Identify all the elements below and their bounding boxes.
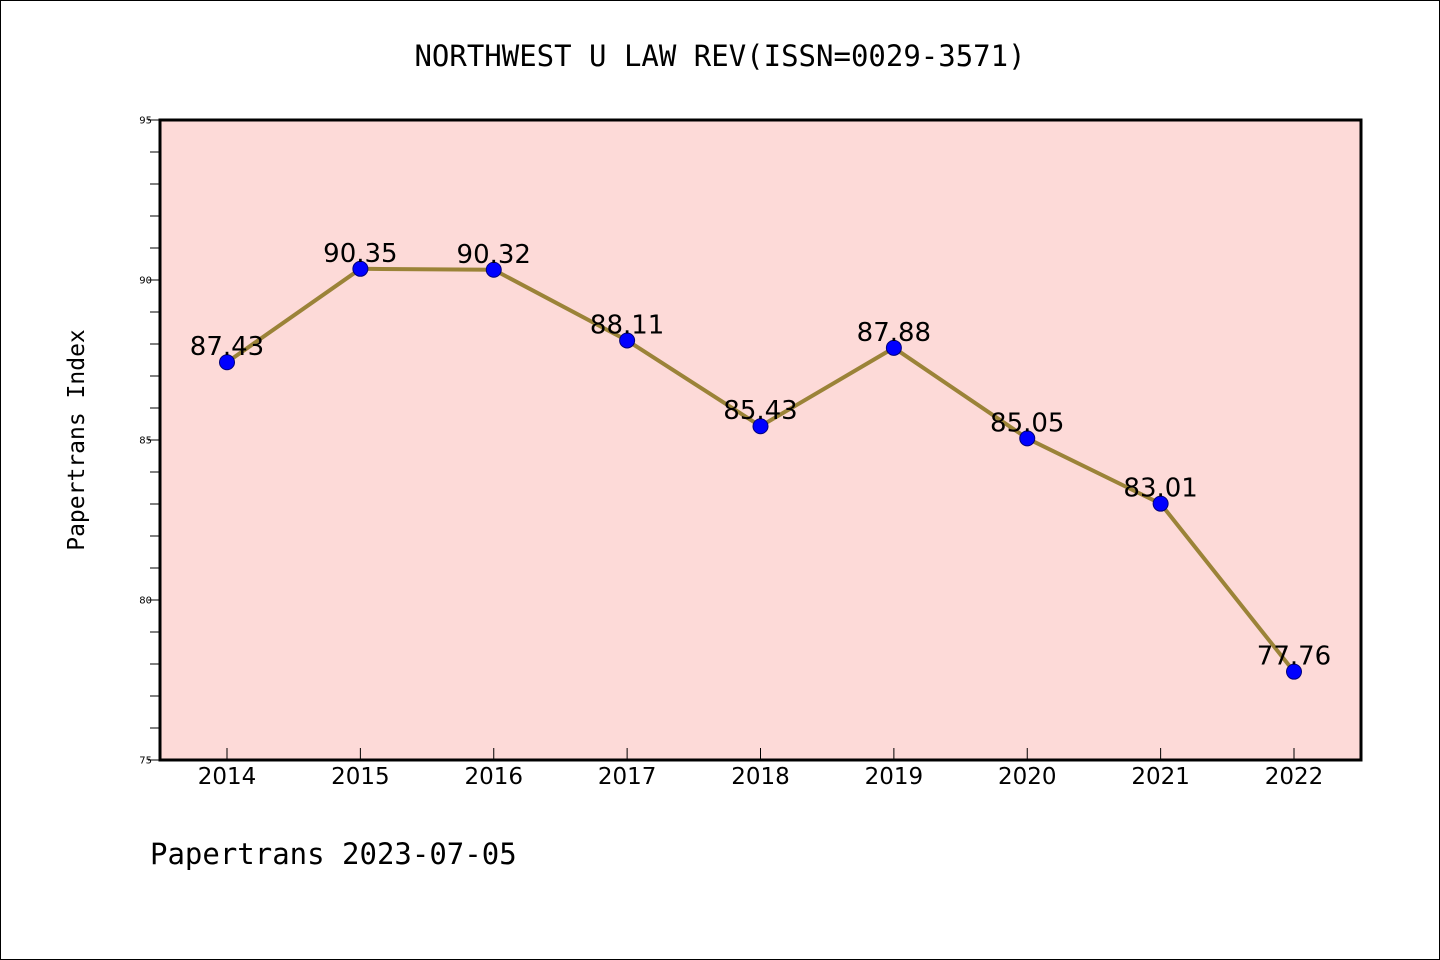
x-tick-label: 2014	[198, 764, 257, 790]
plot-area	[160, 120, 1361, 760]
data-point	[1152, 495, 1169, 512]
x-tick-label: 2016	[464, 764, 523, 790]
x-tick-label: 2022	[1265, 764, 1324, 790]
y-tick-label: 80	[139, 596, 152, 607]
data-point	[485, 261, 502, 278]
x-tick-label: 2018	[731, 764, 790, 790]
data-label: 90.32	[457, 240, 531, 270]
data-point	[1019, 430, 1036, 447]
x-tick-label: 2019	[865, 764, 924, 790]
data-point	[352, 260, 369, 277]
data-label: 85.43	[723, 396, 797, 426]
y-tick-label: 85	[139, 436, 152, 447]
data-label: 87.43	[190, 332, 264, 362]
x-tick-label: 2015	[331, 764, 390, 790]
x-tick-label: 2017	[598, 764, 657, 790]
data-point	[1286, 663, 1302, 680]
data-label: 88.11	[590, 310, 664, 340]
footer-label: Papertrans 2023-07-05	[150, 837, 517, 871]
data-labels: 87.43 90.35 90.32 88.11 85.43 87.88 85.05 83.01…	[190, 239, 1331, 672]
x-tick-label: 2021	[1131, 764, 1190, 790]
y-tick-label: 95	[139, 116, 152, 127]
data-point	[219, 354, 235, 371]
y-axis-label: Papertrans Index	[64, 329, 90, 551]
data-label: 83.01	[1123, 474, 1197, 504]
data-label: 85.05	[990, 408, 1064, 438]
y-tick-label: 90	[139, 276, 152, 287]
y-axis-ticks: 75 80 85 90 95	[139, 116, 160, 767]
data-label: 87.88	[857, 318, 931, 348]
data-point	[885, 339, 902, 356]
data-label: 77.76	[1257, 642, 1331, 672]
data-point	[619, 332, 636, 349]
data-point	[752, 418, 769, 435]
chart-title: NORTHWEST U LAW REV(ISSN=0029-3571)	[414, 39, 1025, 73]
y-tick-label: 75	[139, 756, 152, 767]
x-axis-ticks: 2014 2015 2016 2017 2018 2019 2020 2021 2022	[198, 748, 1324, 790]
data-markers	[219, 260, 1302, 680]
x-tick-label: 2020	[998, 764, 1057, 790]
plot-frame	[158, 118, 1363, 762]
data-label: 90.35	[323, 239, 397, 269]
